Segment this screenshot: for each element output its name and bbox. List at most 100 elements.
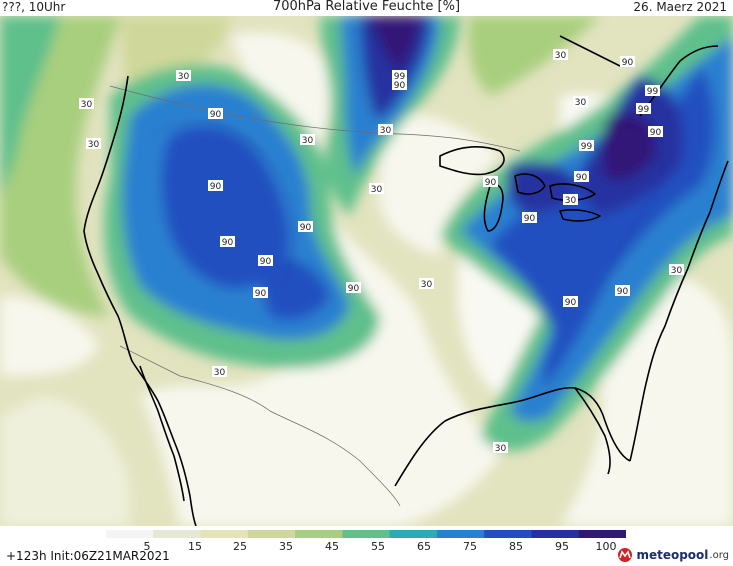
contour-label: 30 — [378, 124, 393, 136]
svg-text:90: 90 — [565, 298, 577, 308]
contour-label: 90 — [208, 180, 223, 192]
valid-date-label: 26. Maerz 2021 — [633, 0, 727, 14]
svg-text:30: 30 — [565, 196, 577, 206]
colorbar-ticks: 5 15 25 35 45 55 65 75 85 95 100 — [106, 540, 626, 554]
svg-text:90: 90 — [210, 110, 222, 120]
colorbar-tick: 5 — [143, 540, 151, 553]
svg-text:30: 30 — [178, 72, 190, 82]
contour-label: 30 — [563, 194, 578, 206]
colorbar-tick: 25 — [233, 540, 247, 553]
colorbar-tick: 55 — [371, 540, 385, 553]
contour-label: 90 — [253, 287, 268, 299]
colorbar-cell — [436, 530, 485, 538]
humidity-field — [0, 16, 733, 526]
svg-text:30: 30 — [671, 266, 683, 276]
contour-label: 90 — [563, 296, 578, 308]
colorbar-cell — [531, 530, 580, 538]
svg-text:90: 90 — [255, 289, 267, 299]
contour-label: 90 — [258, 255, 273, 267]
svg-text:90: 90 — [210, 182, 222, 192]
svg-text:99: 99 — [647, 87, 659, 97]
svg-text:90: 90 — [576, 173, 588, 183]
contour-label: 99 — [636, 103, 651, 115]
colorbar-cell — [484, 530, 532, 538]
contour-label: 90 — [615, 285, 630, 297]
svg-text:30: 30 — [421, 280, 433, 290]
colorbar-tick: 65 — [417, 540, 431, 553]
contour-label: 90 — [648, 126, 663, 138]
svg-text:30: 30 — [380, 126, 392, 136]
contour-label: 90 — [298, 221, 313, 233]
contour-label: 30 — [419, 278, 434, 290]
svg-text:90: 90 — [394, 81, 406, 91]
meteopool-logo-icon — [618, 548, 633, 562]
contour-label: 90 — [483, 176, 498, 188]
contour-label: 30 — [212, 366, 227, 378]
svg-text:90: 90 — [524, 214, 536, 224]
logo-brand: meteopool — [636, 548, 709, 562]
contour-label: 99 — [645, 85, 660, 97]
colorbar-cell — [247, 530, 296, 538]
svg-text:30: 30 — [81, 100, 93, 110]
svg-text:90: 90 — [617, 287, 629, 297]
coastlines — [83, 35, 729, 526]
meteopool-logo[interactable]: meteopool .org — [617, 546, 729, 564]
svg-text:30: 30 — [495, 444, 507, 454]
contour-label: 30 — [553, 49, 568, 61]
contour-label: 30 — [79, 98, 94, 110]
contour-label: 30 — [493, 442, 508, 454]
colorbar-cell — [153, 530, 202, 538]
svg-text:30: 30 — [88, 140, 100, 150]
svg-text:30: 30 — [575, 98, 587, 108]
colorbar-tick: 95 — [555, 540, 569, 553]
contour-label: 30 — [669, 264, 684, 276]
svg-text:99: 99 — [638, 105, 650, 115]
contour-label: 90 — [208, 108, 223, 120]
contour-label: 30 — [300, 134, 315, 146]
svg-text:90: 90 — [622, 58, 634, 68]
contour-label: 90 — [220, 236, 235, 248]
logo-tld: .org — [709, 549, 729, 561]
svg-text:99: 99 — [394, 72, 406, 82]
contour-label: 30 — [369, 183, 384, 195]
contour-label: 30 — [176, 70, 191, 82]
humidity-map: 30 30 30 90 90 90 90 90 90 90 99 90 30 3… — [0, 16, 733, 526]
political-borders — [109, 85, 521, 507]
svg-text:90: 90 — [222, 238, 234, 248]
forecast-info: +123h Init:06Z21MAR2021 — [6, 549, 170, 563]
svg-text:90: 90 — [650, 128, 662, 138]
colorbar — [106, 530, 626, 538]
colorbar-cell — [106, 530, 154, 538]
svg-text:99: 99 — [581, 142, 593, 152]
svg-text:30: 30 — [371, 185, 383, 195]
svg-text:30: 30 — [214, 368, 226, 378]
colorbar-tick: 45 — [325, 540, 339, 553]
contour-label: 90 — [392, 79, 407, 91]
svg-text:90: 90 — [348, 284, 360, 294]
contour-label: 99 — [392, 70, 407, 82]
colorbar-cell — [200, 530, 249, 538]
colorbar-cell — [578, 530, 626, 538]
map-header: ???, 10Uhr 700hPa Relative Feuchte [%] 2… — [0, 0, 733, 16]
colorbar-cell — [389, 530, 438, 538]
contour-label: 90 — [574, 171, 589, 183]
contour-label: 30 — [573, 96, 588, 108]
valid-time-label: ???, 10Uhr — [2, 0, 66, 14]
contour-label: 30 — [86, 138, 101, 150]
contour-label: 90 — [346, 282, 361, 294]
contour-label: 99 — [579, 140, 594, 152]
contour-label: 90 — [522, 212, 537, 224]
colorbar-tick: 35 — [279, 540, 293, 553]
contour-label-group: 30 30 30 90 90 90 90 90 90 90 99 90 30 3… — [79, 49, 684, 454]
svg-text:30: 30 — [302, 136, 314, 146]
svg-text:90: 90 — [260, 257, 272, 267]
svg-text:90: 90 — [485, 178, 497, 188]
contour-label: 90 — [620, 56, 635, 68]
colorbar-tick: 85 — [509, 540, 523, 553]
svg-text:90: 90 — [300, 223, 312, 233]
map-title: 700hPa Relative Feuchte [%] — [272, 0, 461, 14]
svg-text:30: 30 — [555, 51, 567, 61]
contour-lines — [149, 121, 663, 287]
colorbar-tick: 75 — [463, 540, 477, 553]
colorbar-tick: 15 — [188, 540, 202, 553]
